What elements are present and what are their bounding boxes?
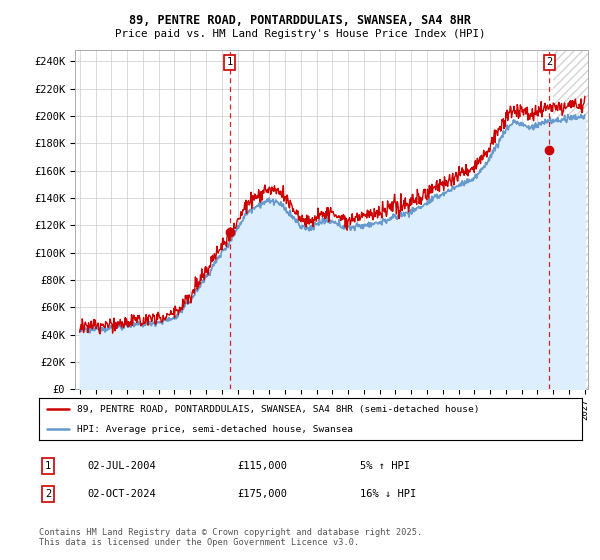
Text: 1: 1 xyxy=(227,57,233,67)
Text: 1: 1 xyxy=(45,461,51,471)
Text: 5% ↑ HPI: 5% ↑ HPI xyxy=(360,461,410,471)
Text: Contains HM Land Registry data © Crown copyright and database right 2025.
This d: Contains HM Land Registry data © Crown c… xyxy=(39,528,422,547)
Text: 2: 2 xyxy=(546,57,553,67)
Text: 16% ↓ HPI: 16% ↓ HPI xyxy=(360,489,416,499)
Text: 89, PENTRE ROAD, PONTARDDULAIS, SWANSEA, SA4 8HR: 89, PENTRE ROAD, PONTARDDULAIS, SWANSEA,… xyxy=(129,14,471,27)
Text: £115,000: £115,000 xyxy=(237,461,287,471)
Text: 02-JUL-2004: 02-JUL-2004 xyxy=(87,461,156,471)
Text: 89, PENTRE ROAD, PONTARDDULAIS, SWANSEA, SA4 8HR (semi-detached house): 89, PENTRE ROAD, PONTARDDULAIS, SWANSEA,… xyxy=(77,405,479,414)
Text: £175,000: £175,000 xyxy=(237,489,287,499)
Text: HPI: Average price, semi-detached house, Swansea: HPI: Average price, semi-detached house,… xyxy=(77,424,353,433)
Text: 02-OCT-2024: 02-OCT-2024 xyxy=(87,489,156,499)
Text: 2: 2 xyxy=(45,489,51,499)
Text: Price paid vs. HM Land Registry's House Price Index (HPI): Price paid vs. HM Land Registry's House … xyxy=(115,29,485,39)
